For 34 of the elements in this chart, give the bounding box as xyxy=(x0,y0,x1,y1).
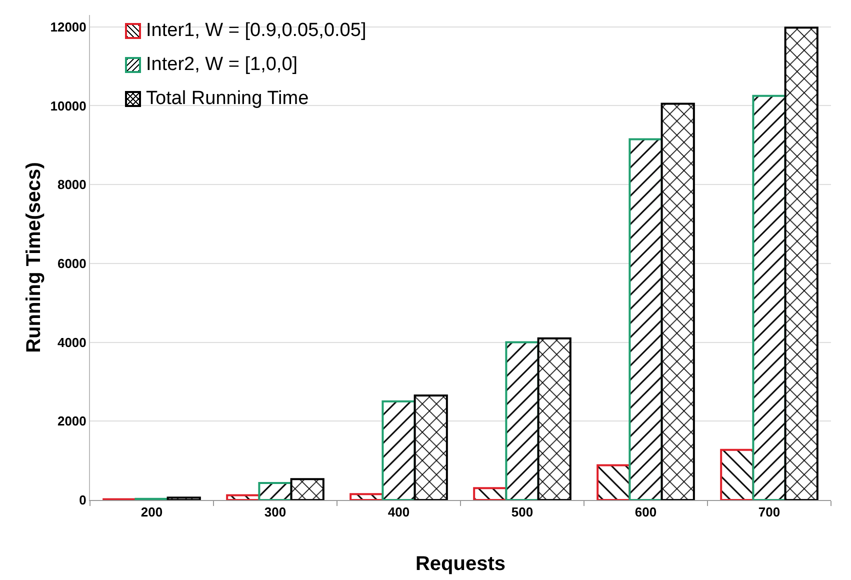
bar xyxy=(660,102,695,500)
bar xyxy=(166,496,201,500)
x-tick-label: 600 xyxy=(634,504,657,520)
legend-label: Inter1, W = [0.9,0.05,0.05] xyxy=(146,20,366,42)
bar xyxy=(505,341,540,500)
bar xyxy=(226,494,260,500)
bar xyxy=(720,448,754,500)
bar xyxy=(784,26,818,500)
y-tick-label: 6000 xyxy=(57,256,86,271)
legend-label: Inter2, W = [1,0,0] xyxy=(146,54,298,76)
bar xyxy=(473,487,508,500)
y-tick-label: 12000 xyxy=(50,19,86,34)
x-axis-title: Requests xyxy=(415,553,506,575)
bar xyxy=(414,394,448,500)
bar xyxy=(628,138,663,500)
y-axis-title: Running Time(secs) xyxy=(23,162,45,353)
bar xyxy=(537,337,572,500)
bar xyxy=(350,493,384,500)
bar xyxy=(258,482,292,500)
x-tick-label: 500 xyxy=(511,504,534,520)
bar xyxy=(290,478,324,500)
bar xyxy=(752,94,786,500)
bar xyxy=(382,400,416,500)
legend-label: Total Running Time xyxy=(146,88,309,110)
x-tick-label: 300 xyxy=(264,504,286,520)
x-tick-label: 200 xyxy=(140,504,163,520)
x-tick-label: 700 xyxy=(758,504,780,520)
y-tick-label: 2000 xyxy=(57,414,86,429)
y-tick-label: 8000 xyxy=(57,177,86,192)
bar xyxy=(596,464,631,500)
y-tick-label: 10000 xyxy=(50,98,86,114)
y-tick-label: 0 xyxy=(79,492,86,508)
x-tick-label: 400 xyxy=(388,504,410,520)
y-tick-label: 4000 xyxy=(57,334,86,350)
